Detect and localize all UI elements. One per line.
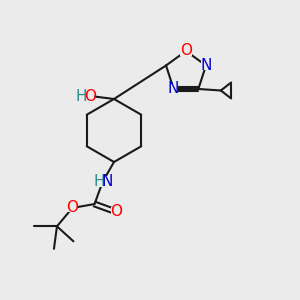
FancyBboxPatch shape [68, 203, 77, 212]
Text: O: O [84, 89, 96, 104]
Text: O: O [66, 200, 78, 215]
FancyBboxPatch shape [73, 92, 93, 102]
FancyBboxPatch shape [94, 176, 111, 187]
Text: H: H [76, 89, 87, 104]
FancyBboxPatch shape [180, 46, 192, 56]
Text: N: N [102, 174, 113, 189]
Text: N: N [168, 82, 179, 97]
Text: O: O [110, 204, 122, 219]
FancyBboxPatch shape [201, 61, 211, 70]
Text: H: H [94, 174, 106, 189]
Text: O: O [180, 44, 192, 59]
Text: N: N [200, 58, 212, 73]
FancyBboxPatch shape [111, 207, 121, 216]
FancyBboxPatch shape [169, 85, 178, 94]
